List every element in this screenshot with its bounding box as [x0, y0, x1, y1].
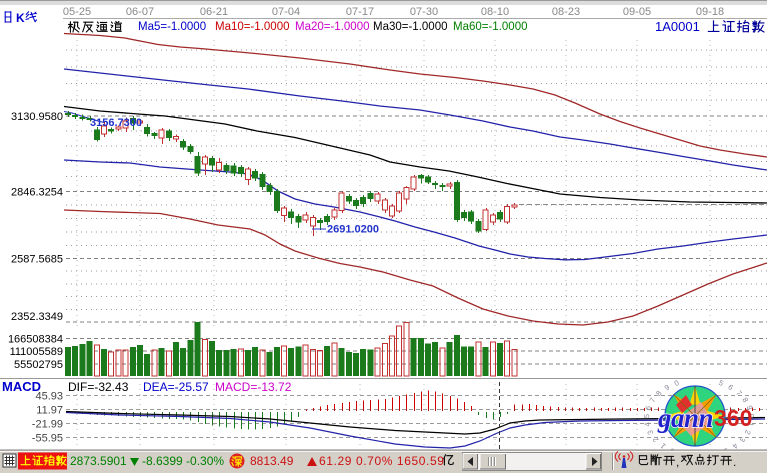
- svg-text:2587.5685: 2587.5685: [11, 254, 63, 266]
- svg-text:gann: gann: [657, 403, 713, 433]
- svg-text:11.97: 11.97: [36, 405, 63, 417]
- svg-text:55502795: 55502795: [14, 359, 63, 371]
- svg-text:08-10: 08-10: [481, 6, 509, 18]
- svg-text:2: 2: [743, 429, 753, 436]
- svg-text:09-05: 09-05: [623, 6, 651, 18]
- svg-text:1: 1: [659, 441, 668, 450]
- svg-text:09-18: 09-18: [696, 6, 724, 18]
- svg-text:Ma30=-1.0000: Ma30=-1.0000: [373, 21, 448, 33]
- svg-text:6: 6: [726, 382, 735, 392]
- svg-text:8: 8: [654, 389, 664, 398]
- svg-text:111005589: 111005589: [10, 346, 63, 358]
- svg-text:61.29 0.70% 1650.59: 61.29 0.70% 1650.59: [319, 454, 445, 468]
- svg-text:3130.9580: 3130.9580: [11, 111, 63, 123]
- svg-text:1A0001: 1A0001: [655, 19, 700, 34]
- svg-text:7: 7: [734, 389, 744, 398]
- svg-text:166508384: 166508384: [8, 334, 63, 346]
- svg-text:-8.6399 -0.30%: -8.6399 -0.30%: [142, 454, 224, 468]
- svg-text:4: 4: [731, 441, 740, 450]
- svg-text:Ma10=-1.0000: Ma10=-1.0000: [215, 21, 290, 33]
- svg-text:MACD=-13.72: MACD=-13.72: [215, 380, 292, 394]
- svg-text:07-30: 07-30: [410, 6, 438, 18]
- svg-text:Ma20=-1.0000: Ma20=-1.0000: [295, 21, 370, 33]
- svg-text:5: 5: [717, 378, 725, 388]
- svg-text:DEA=-25.57: DEA=-25.57: [143, 380, 209, 394]
- svg-text:2846.3254: 2846.3254: [11, 187, 63, 199]
- svg-text:1: 1: [746, 421, 756, 427]
- svg-text:7: 7: [648, 396, 658, 404]
- svg-text:2: 2: [651, 435, 661, 443]
- svg-text:MACD: MACD: [2, 379, 41, 394]
- svg-text:K: K: [16, 11, 25, 25]
- svg-text:06-21: 06-21: [200, 6, 228, 18]
- svg-text:3156.7300: 3156.7300: [90, 117, 142, 129]
- svg-text:8: 8: [740, 396, 750, 404]
- svg-text:360: 360: [714, 405, 752, 431]
- svg-text:Ma5=-1.0000: Ma5=-1.0000: [138, 21, 206, 33]
- svg-text:0: 0: [747, 414, 756, 419]
- svg-text:08-23: 08-23: [552, 6, 580, 18]
- svg-text:9: 9: [745, 404, 755, 410]
- svg-text:5: 5: [642, 414, 651, 419]
- svg-text:45.93: 45.93: [35, 391, 63, 403]
- svg-text:Ma60=-1.0000: Ma60=-1.0000: [453, 21, 528, 33]
- svg-text:3: 3: [738, 435, 748, 443]
- svg-text:,: ,: [676, 455, 679, 469]
- svg-text:8813.49: 8813.49: [250, 454, 294, 468]
- svg-text:6: 6: [643, 405, 653, 411]
- svg-text:05-25: 05-25: [63, 6, 91, 18]
- svg-text:3: 3: [645, 429, 655, 436]
- svg-text:2691.0200: 2691.0200: [327, 224, 379, 236]
- svg-text:-55.95: -55.95: [32, 433, 63, 445]
- svg-text:-21.99: -21.99: [32, 419, 63, 431]
- svg-text:07-04: 07-04: [272, 6, 300, 18]
- svg-text:07-17: 07-17: [346, 6, 374, 18]
- svg-text:.: .: [733, 455, 736, 469]
- svg-text:0: 0: [673, 378, 681, 388]
- svg-text:2352.3349: 2352.3349: [11, 311, 63, 323]
- svg-text:4: 4: [642, 422, 652, 428]
- svg-text:06-07: 06-07: [126, 6, 154, 18]
- svg-text:DIF=-32.43: DIF=-32.43: [68, 380, 129, 394]
- svg-text:2873.5901: 2873.5901: [70, 454, 127, 468]
- svg-text:9: 9: [663, 383, 672, 393]
